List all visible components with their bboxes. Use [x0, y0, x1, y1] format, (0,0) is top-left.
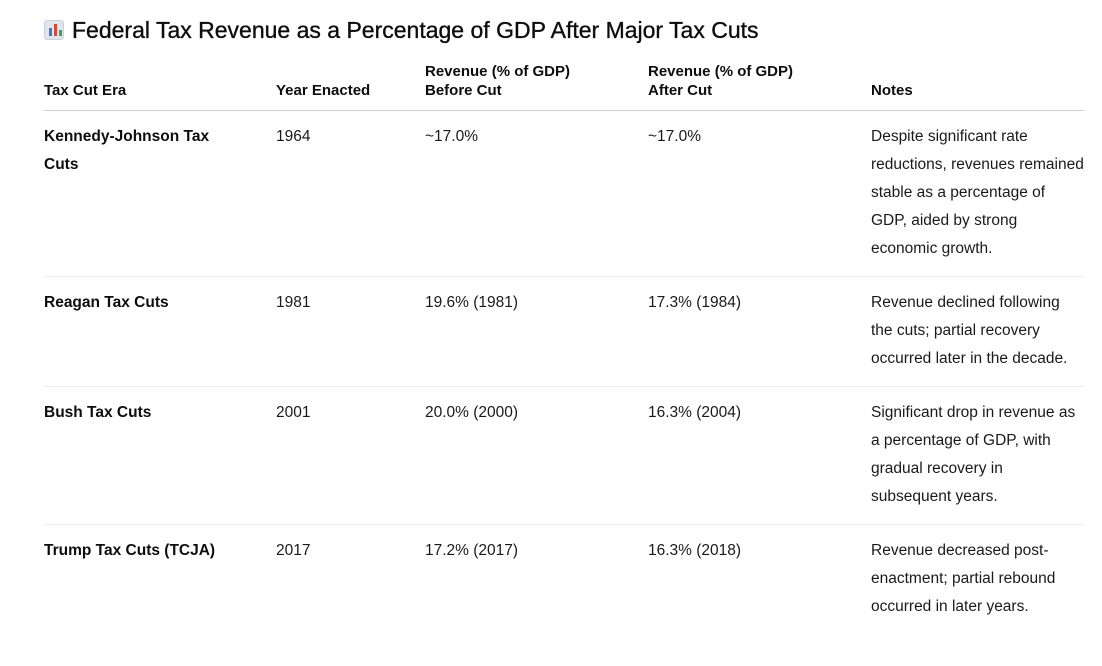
cell-after: 16.3% (2018) [648, 542, 742, 559]
table-header-row: Tax Cut Era Year Enacted Revenue (% of G… [44, 62, 1084, 111]
bar-chart-icon [44, 20, 64, 40]
header-era: Tax Cut Era [44, 62, 276, 111]
header-after: Revenue (% of GDP) After Cut [648, 62, 871, 111]
cell-before: ~17.0% [425, 110, 648, 277]
cell-era: Reagan Tax Cuts [44, 276, 276, 387]
cell-before: 20.0% (2000) [425, 386, 648, 525]
cell-before: 19.6% (1981) [425, 276, 648, 387]
header-year: Year Enacted [276, 62, 425, 111]
title-row: Federal Tax Revenue as a Percentage of G… [44, 14, 759, 46]
cell-after: ~17.0% [648, 110, 871, 277]
header-before: Revenue (% of GDP) Before Cut [425, 62, 648, 111]
page-title: Federal Tax Revenue as a Percentage of G… [72, 16, 759, 43]
cell-year: 1981 [276, 276, 425, 387]
table-row: Trump Tax Cuts (TCJA) 2017 17.2% (2017) … [44, 525, 1084, 635]
cell-after: 16.3% (2004) [648, 386, 871, 525]
cell-after: 17.3% (1984) [648, 276, 871, 387]
tax-revenue-table: Tax Cut Era Year Enacted Revenue (% of G… [44, 62, 1084, 634]
cell-notes: Significant drop in revenue as a percent… [871, 386, 1084, 525]
cell-year: 2017 [276, 542, 311, 559]
cell-year: 1964 [276, 110, 425, 277]
cell-notes: Despite significant rate reductions, rev… [871, 110, 1084, 277]
cell-era: Trump Tax Cuts (TCJA) [44, 542, 216, 559]
cell-before: 17.2% (2017) [425, 542, 519, 559]
table-row: Bush Tax Cuts 2001 20.0% (2000) 16.3% (2… [44, 386, 1084, 525]
cell-notes: Revenue declined following the cuts; par… [871, 276, 1084, 387]
cell-era: Kennedy-Johnson Tax Cuts [44, 110, 276, 277]
table-row: Reagan Tax Cuts 1981 19.6% (1981) 17.3% … [44, 276, 1084, 387]
cell-year: 2001 [276, 386, 425, 525]
cell-era: Bush Tax Cuts [44, 386, 276, 525]
header-notes: Notes [871, 62, 1084, 111]
cell-notes: Revenue decreased post-enactment; partia… [871, 542, 1056, 615]
table-row: Kennedy-Johnson Tax Cuts 1964 ~17.0% ~17… [44, 110, 1084, 277]
